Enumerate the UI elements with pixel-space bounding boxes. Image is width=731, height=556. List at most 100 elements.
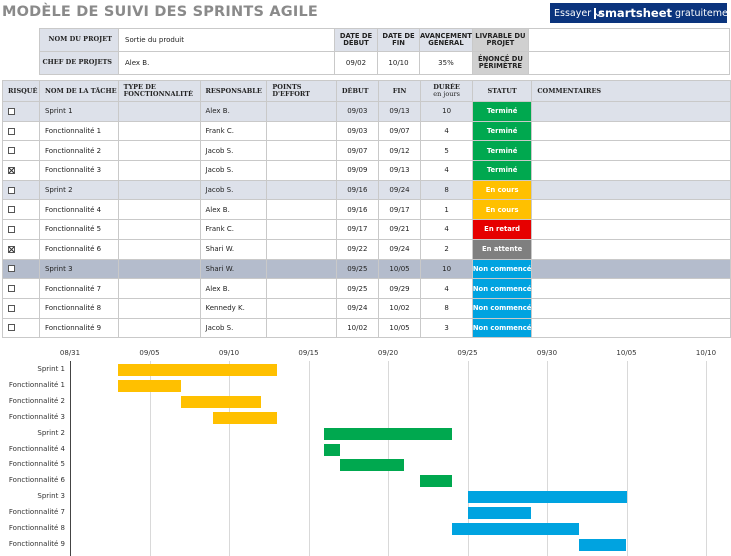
gantt-bar[interactable] xyxy=(213,411,277,424)
gantt-bar[interactable] xyxy=(340,459,404,472)
smartsheet-trial-banner[interactable]: Essayer smartsheet gratuitement. xyxy=(550,3,731,23)
duration-cell[interactable]: 4 xyxy=(420,120,473,142)
end-cell[interactable]: 10/02 xyxy=(377,297,422,319)
comments-cell[interactable] xyxy=(531,120,731,142)
comments-cell[interactable] xyxy=(531,140,731,162)
owner-cell[interactable]: Frank C. xyxy=(199,219,268,240)
table-row[interactable]: Sprint 2 Jacob S. 09/16 09/24 8 En cours xyxy=(2,179,731,201)
comments-cell[interactable] xyxy=(531,258,731,280)
end-cell[interactable]: 09/24 xyxy=(377,179,422,201)
points-cell[interactable] xyxy=(266,297,337,319)
task-name-cell[interactable]: Fonctionnalité 9 xyxy=(38,317,119,339)
points-cell[interactable] xyxy=(266,317,337,339)
gantt-bar[interactable] xyxy=(578,538,627,551)
task-name-cell[interactable]: Sprint 2 xyxy=(38,179,119,201)
gantt-bar[interactable] xyxy=(324,427,452,440)
start-cell[interactable]: 09/07 xyxy=(335,140,379,162)
points-cell[interactable] xyxy=(266,219,337,240)
gantt-bar[interactable] xyxy=(467,507,532,520)
duration-cell[interactable]: 8 xyxy=(420,179,473,201)
risk-cell[interactable] xyxy=(2,258,40,280)
feature-type-cell[interactable] xyxy=(117,219,201,240)
table-row[interactable]: Fonctionnalité 6 Shari W. 09/22 09/24 2 En at… xyxy=(2,238,731,260)
comments-cell[interactable] xyxy=(531,101,731,122)
owner-cell[interactable]: Frank C. xyxy=(199,120,268,142)
checkbox-unchecked-icon[interactable] xyxy=(8,324,15,332)
status-badge[interactable]: Terminé xyxy=(471,140,533,162)
comments-cell[interactable] xyxy=(531,278,731,299)
duration-cell[interactable]: 10 xyxy=(420,258,473,280)
project-end-value[interactable]: 10/10 xyxy=(377,51,420,75)
owner-cell[interactable]: Jacob S. xyxy=(199,179,268,201)
checkbox-checked-icon[interactable] xyxy=(8,245,15,253)
start-cell[interactable]: 09/16 xyxy=(335,199,379,221)
duration-cell[interactable]: 10 xyxy=(420,101,473,122)
risk-cell[interactable] xyxy=(2,140,40,162)
gantt-bar[interactable] xyxy=(117,379,182,392)
duration-cell[interactable]: 1 xyxy=(420,199,473,221)
gantt-bar[interactable] xyxy=(117,364,277,376)
feature-type-cell[interactable] xyxy=(117,278,201,299)
table-row[interactable]: Fonctionnalité 7 Alex B. 09/25 09/29 4 Non co… xyxy=(2,278,731,299)
points-cell[interactable] xyxy=(266,258,337,280)
points-cell[interactable] xyxy=(266,179,337,201)
end-cell[interactable]: 09/29 xyxy=(377,278,422,299)
duration-cell[interactable]: 5 xyxy=(420,140,473,162)
status-badge[interactable]: Non commencé xyxy=(471,317,533,339)
start-cell[interactable]: 09/24 xyxy=(335,297,379,319)
project-start-value[interactable]: 09/02 xyxy=(334,51,378,75)
start-cell[interactable]: 09/16 xyxy=(335,179,379,201)
task-name-cell[interactable]: Sprint 3 xyxy=(38,258,119,280)
start-cell[interactable]: 09/03 xyxy=(335,101,379,122)
gantt-bar[interactable] xyxy=(451,523,579,535)
task-name-cell[interactable]: Fonctionnalité 3 xyxy=(38,160,119,181)
project-manager-value[interactable]: Alex B. xyxy=(118,51,335,75)
end-cell[interactable]: 09/12 xyxy=(377,140,422,162)
checkbox-unchecked-icon[interactable] xyxy=(8,285,15,293)
start-cell[interactable]: 09/22 xyxy=(335,238,379,260)
task-name-cell[interactable]: Fonctionnalité 7 xyxy=(38,278,119,299)
status-badge[interactable]: Terminé xyxy=(471,101,533,122)
task-name-cell[interactable]: Fonctionnalité 1 xyxy=(38,120,119,142)
end-cell[interactable]: 09/13 xyxy=(377,160,422,181)
end-cell[interactable]: 09/24 xyxy=(377,238,422,260)
duration-cell[interactable]: 3 xyxy=(420,317,473,339)
task-name-cell[interactable]: Fonctionnalité 8 xyxy=(38,297,119,319)
project-scope-value[interactable] xyxy=(527,51,730,75)
checkbox-unchecked-icon[interactable] xyxy=(8,186,15,194)
start-cell[interactable]: 09/25 xyxy=(335,278,379,299)
owner-cell[interactable]: Alex B. xyxy=(199,101,268,122)
table-row[interactable]: Sprint 1 Alex B. 09/03 09/13 10 Terminé xyxy=(2,101,731,122)
checkbox-unchecked-icon[interactable] xyxy=(8,107,15,115)
task-name-cell[interactable]: Fonctionnalité 6 xyxy=(38,238,119,260)
feature-type-cell[interactable] xyxy=(117,199,201,221)
checkbox-unchecked-icon[interactable] xyxy=(8,147,15,155)
end-cell[interactable]: 09/21 xyxy=(377,219,422,240)
risk-cell[interactable] xyxy=(2,160,40,181)
owner-cell[interactable]: Jacob S. xyxy=(199,140,268,162)
status-badge[interactable]: Non commencé xyxy=(471,258,533,280)
table-row[interactable]: Fonctionnalité 1 Frank C. 09/03 09/07 4 Termi… xyxy=(2,120,731,142)
status-badge[interactable]: En attente xyxy=(471,238,533,260)
risk-cell[interactable] xyxy=(2,179,40,201)
status-badge[interactable]: En retard xyxy=(471,219,533,240)
project-name-value[interactable]: Sortie du produit xyxy=(118,28,335,52)
duration-cell[interactable]: 4 xyxy=(420,160,473,181)
task-name-cell[interactable]: Fonctionnalité 4 xyxy=(38,199,119,221)
points-cell[interactable] xyxy=(266,160,337,181)
comments-cell[interactable] xyxy=(531,219,731,240)
comments-cell[interactable] xyxy=(531,317,731,339)
table-row[interactable]: Fonctionnalité 5 Frank C. 09/17 09/21 4 En re… xyxy=(2,219,731,240)
project-deliverable-value[interactable] xyxy=(527,28,730,52)
points-cell[interactable] xyxy=(266,120,337,142)
gantt-bar[interactable] xyxy=(181,395,261,408)
task-name-cell[interactable]: Fonctionnalité 2 xyxy=(38,140,119,162)
end-cell[interactable]: 09/07 xyxy=(377,120,422,142)
points-cell[interactable] xyxy=(266,199,337,221)
comments-cell[interactable] xyxy=(531,238,731,260)
feature-type-cell[interactable] xyxy=(117,297,201,319)
checkbox-checked-icon[interactable] xyxy=(8,166,15,174)
table-row[interactable]: Fonctionnalité 9 Jacob S. 10/02 10/05 3 Non c… xyxy=(2,317,731,339)
owner-cell[interactable]: Jacob S. xyxy=(199,160,268,181)
checkbox-unchecked-icon[interactable] xyxy=(8,225,15,233)
